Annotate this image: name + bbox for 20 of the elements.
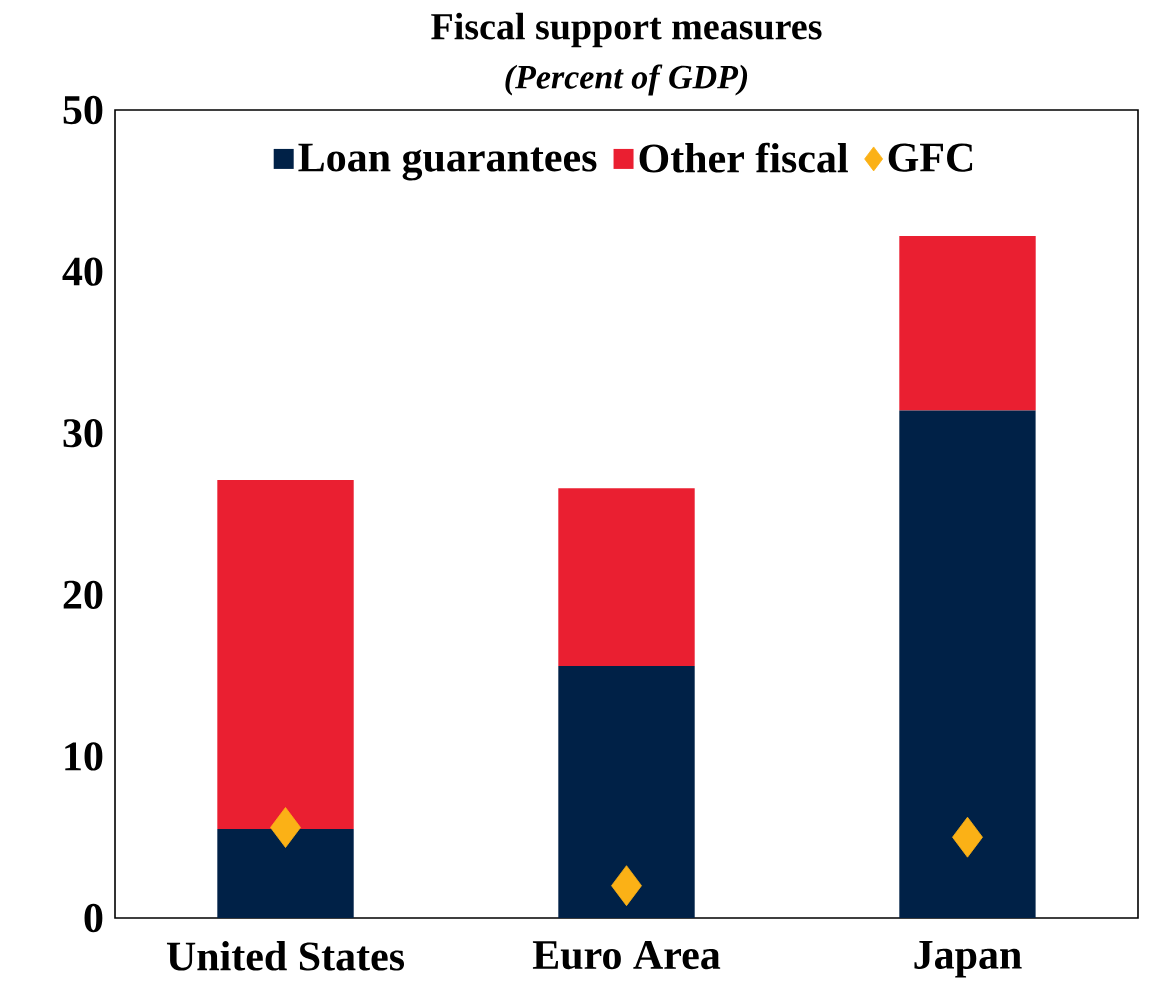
chart-subtitle: (Percent of GDP)	[505, 64, 748, 96]
y-tick-label: 30	[63, 419, 103, 448]
bar	[217, 480, 354, 830]
bar	[558, 488, 695, 666]
y-tick-label: 20	[63, 580, 103, 609]
bar	[217, 829, 354, 918]
legend-label: Loan guarantees	[298, 143, 597, 181]
x-tick-label: United States	[166, 941, 405, 971]
legend-label: GFC	[888, 143, 973, 172]
chart-title: Fiscal support measures	[431, 12, 822, 48]
legend-label: Other fiscal	[639, 142, 848, 173]
bar	[899, 236, 1036, 411]
x-tick-label: Euro Area	[532, 941, 721, 970]
y-tick-label: 0	[84, 903, 103, 933]
bar	[558, 665, 695, 918]
x-tick-label: Japan	[914, 941, 1022, 978]
y-tick-label: 40	[62, 257, 103, 286]
y-tick-label: 10	[65, 742, 103, 771]
bar	[899, 410, 1036, 918]
y-tick-label: 50	[63, 95, 103, 125]
